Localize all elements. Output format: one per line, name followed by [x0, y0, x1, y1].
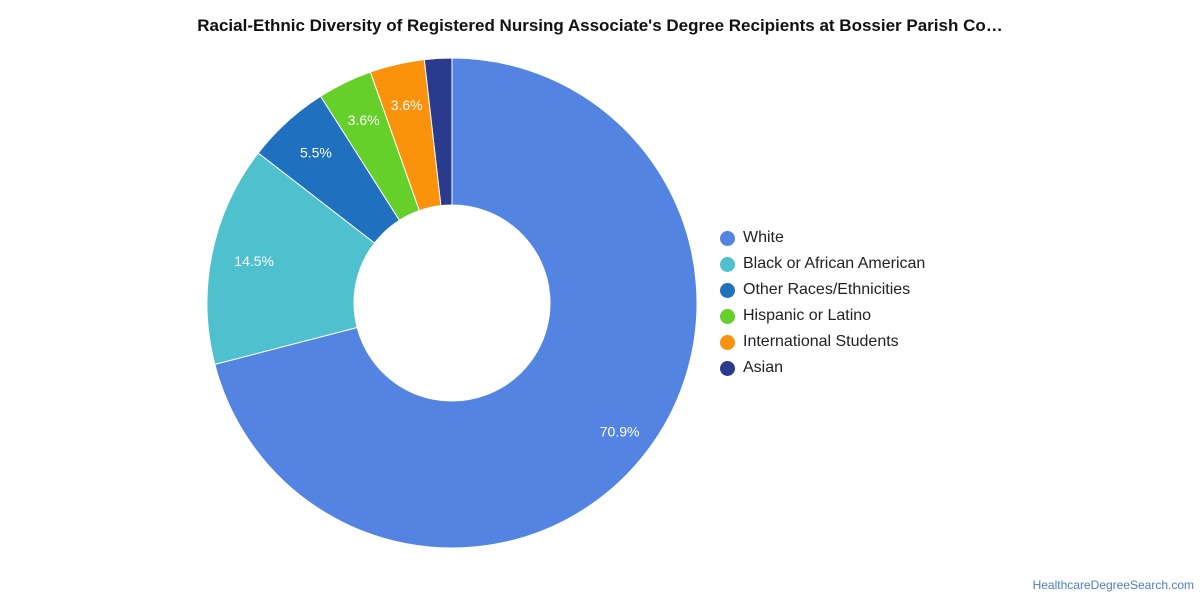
legend-swatch [720, 334, 735, 350]
legend-item[interactable]: Black or African American [720, 251, 925, 277]
slice-asian[interactable] [423, 57, 453, 207]
legend-swatch [720, 308, 735, 324]
legend-swatch [720, 282, 735, 298]
chart-legend: White Black or African American Other Race… [720, 225, 925, 381]
chart-title: Racial-Ethnic Diversity of Registered Nu… [197, 16, 1003, 35]
legend-item[interactable]: Other Races/Ethnicities [720, 277, 925, 303]
slice-label: 14.5% [234, 253, 274, 269]
legend-swatch [720, 256, 735, 272]
slice-white[interactable] [214, 57, 698, 549]
legend-item[interactable]: White [720, 225, 925, 251]
slice-label: 3.6% [348, 112, 380, 128]
legend-label: Other Races/Ethnicities [743, 281, 911, 298]
legend-item[interactable]: International Students [720, 329, 925, 355]
slice-label: 5.5% [300, 144, 332, 160]
legend-swatch [720, 230, 735, 246]
legend-label: Hispanic or Latino [743, 307, 872, 324]
slice-black-or-african-american[interactable] [206, 152, 376, 365]
legend-swatch [720, 360, 735, 376]
legend-label: Black or African American [743, 255, 926, 272]
legend-label: International Students [743, 333, 899, 350]
legend-item[interactable]: Hispanic or Latino [720, 303, 925, 329]
legend-label: White [743, 229, 784, 246]
slice-label: 70.9% [600, 423, 640, 439]
source-link[interactable]: HealthcareDegreeSearch.com [1032, 578, 1194, 592]
slice-label: 3.6% [391, 97, 423, 113]
legend-label: Asian [743, 359, 784, 376]
legend-item[interactable]: Asian [720, 355, 925, 381]
